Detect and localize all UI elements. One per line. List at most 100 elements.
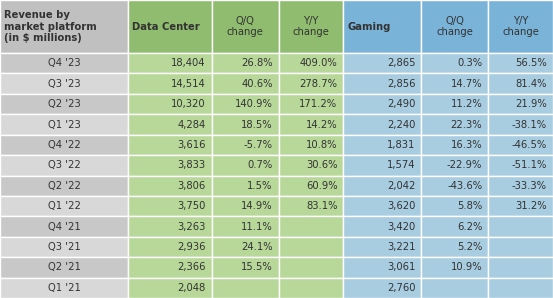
Text: 2,490: 2,490 — [387, 99, 415, 109]
Text: 24.1%: 24.1% — [241, 242, 273, 252]
Bar — [279, 237, 343, 257]
Text: 31.2%: 31.2% — [515, 201, 547, 211]
Text: Q1 '21: Q1 '21 — [48, 283, 81, 293]
Bar — [279, 74, 343, 94]
Bar — [0, 74, 128, 94]
Bar — [279, 278, 343, 298]
Text: 14.2%: 14.2% — [306, 119, 337, 130]
Bar — [488, 0, 553, 53]
Bar — [279, 257, 343, 278]
Bar — [128, 216, 212, 237]
Text: Y/Y
change: Y/Y change — [502, 16, 539, 37]
Bar — [421, 155, 488, 176]
Text: 60.9%: 60.9% — [306, 181, 337, 191]
Bar — [279, 53, 343, 74]
Bar — [128, 196, 212, 216]
Bar — [343, 0, 421, 53]
Bar — [212, 114, 279, 135]
Text: 3,620: 3,620 — [387, 201, 415, 211]
Text: 2,936: 2,936 — [178, 242, 206, 252]
Bar — [212, 196, 279, 216]
Bar — [0, 0, 128, 53]
Bar — [421, 74, 488, 94]
Text: -51.1%: -51.1% — [512, 160, 547, 170]
Text: 14.7%: 14.7% — [451, 79, 482, 89]
Text: -22.9%: -22.9% — [447, 160, 482, 170]
Bar — [212, 278, 279, 298]
Bar — [212, 155, 279, 176]
Bar — [488, 74, 553, 94]
Bar — [128, 94, 212, 114]
Text: Q2 '23: Q2 '23 — [48, 99, 81, 109]
Text: 16.3%: 16.3% — [451, 140, 482, 150]
Text: 0.7%: 0.7% — [248, 160, 273, 170]
Bar — [343, 74, 421, 94]
Bar — [128, 278, 212, 298]
Bar — [279, 114, 343, 135]
Text: 5.8%: 5.8% — [457, 201, 482, 211]
Bar — [488, 196, 553, 216]
Bar — [421, 237, 488, 257]
Bar — [343, 278, 421, 298]
Text: 21.9%: 21.9% — [515, 99, 547, 109]
Bar — [421, 257, 488, 278]
Text: Q1 '23: Q1 '23 — [48, 119, 81, 130]
Text: 2,042: 2,042 — [387, 181, 415, 191]
Text: 3,750: 3,750 — [178, 201, 206, 211]
Bar — [488, 278, 553, 298]
Bar — [488, 114, 553, 135]
Text: Q3 '22: Q3 '22 — [48, 160, 81, 170]
Bar — [212, 94, 279, 114]
Bar — [128, 114, 212, 135]
Text: 3,221: 3,221 — [387, 242, 415, 252]
Text: 5.2%: 5.2% — [457, 242, 482, 252]
Bar — [488, 53, 553, 74]
Bar — [488, 257, 553, 278]
Text: Gaming: Gaming — [347, 21, 391, 32]
Bar — [0, 114, 128, 135]
Bar — [279, 196, 343, 216]
Text: 3,806: 3,806 — [178, 181, 206, 191]
Text: 140.9%: 140.9% — [235, 99, 273, 109]
Text: Q4 '23: Q4 '23 — [48, 58, 80, 68]
Bar — [212, 74, 279, 94]
Text: 3,616: 3,616 — [178, 140, 206, 150]
Text: 18,404: 18,404 — [171, 58, 206, 68]
Text: 22.3%: 22.3% — [451, 119, 482, 130]
Bar — [421, 176, 488, 196]
Bar — [421, 94, 488, 114]
Bar — [212, 176, 279, 196]
Bar — [488, 216, 553, 237]
Text: Q4 '22: Q4 '22 — [48, 140, 81, 150]
Text: 3,061: 3,061 — [387, 262, 415, 272]
Bar — [212, 257, 279, 278]
Bar — [343, 155, 421, 176]
Bar — [279, 0, 343, 53]
Text: 14,514: 14,514 — [171, 79, 206, 89]
Text: 3,420: 3,420 — [387, 221, 415, 232]
Text: 3,263: 3,263 — [178, 221, 206, 232]
Text: Data Center: Data Center — [132, 21, 200, 32]
Text: 10.8%: 10.8% — [306, 140, 337, 150]
Text: Q3 '21: Q3 '21 — [48, 242, 81, 252]
Text: 81.4%: 81.4% — [515, 79, 547, 89]
Bar — [279, 94, 343, 114]
Text: 2,240: 2,240 — [387, 119, 415, 130]
Text: 0.3%: 0.3% — [457, 58, 482, 68]
Text: 171.2%: 171.2% — [299, 99, 337, 109]
Bar — [421, 278, 488, 298]
Text: 1,574: 1,574 — [387, 160, 415, 170]
Text: 15.5%: 15.5% — [241, 262, 273, 272]
Text: Q/Q
change: Q/Q change — [436, 16, 473, 37]
Text: Y/Y
change: Y/Y change — [293, 16, 330, 37]
Bar — [279, 176, 343, 196]
Text: 2,856: 2,856 — [387, 79, 415, 89]
Text: 10.9%: 10.9% — [451, 262, 482, 272]
Bar — [488, 94, 553, 114]
Bar — [343, 135, 421, 155]
Bar — [0, 196, 128, 216]
Text: Q4 '21: Q4 '21 — [48, 221, 81, 232]
Bar — [128, 155, 212, 176]
Bar — [488, 237, 553, 257]
Text: 11.2%: 11.2% — [451, 99, 482, 109]
